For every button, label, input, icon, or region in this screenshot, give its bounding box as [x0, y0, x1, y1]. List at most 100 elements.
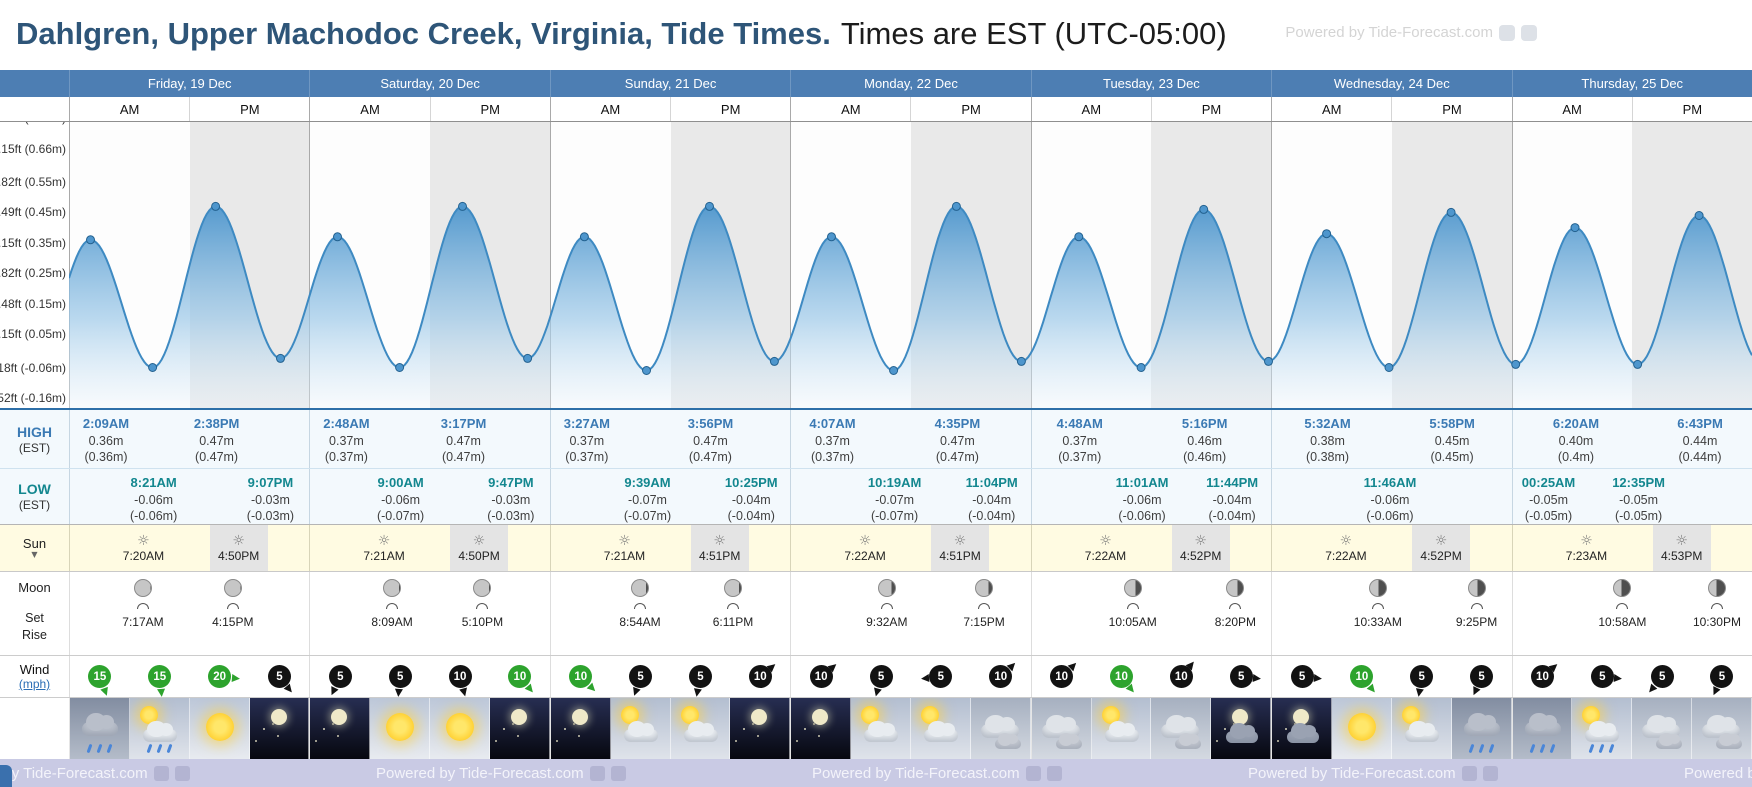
- footer-powered-by-text: Powered by Tide-Forecast.com: [1248, 764, 1456, 782]
- tide-height-paren: (-0.07m): [870, 509, 919, 524]
- high-row-label: HIGH (EST): [0, 410, 69, 468]
- wind-badge: 10: [1109, 665, 1138, 695]
- wind-speed: 5: [276, 670, 283, 683]
- social-icon[interactable]: [610, 765, 626, 781]
- wind-badge: 5: [1410, 665, 1434, 697]
- powered-by-link[interactable]: Powered by Tide-Forecast.com: [1285, 24, 1537, 41]
- social-icon[interactable]: [1046, 765, 1062, 781]
- cloud-icon: [864, 720, 899, 742]
- low-tide-event: 10:25PM -0.04m (-0.04m): [725, 475, 778, 524]
- moon-set-cell: 8:09AM: [360, 579, 424, 629]
- y-axis-label: 2.48ft (0.76m): [0, 122, 66, 125]
- sunset-icon: ☼: [232, 532, 245, 549]
- sunset-cell: ☼ 4:51PM: [690, 525, 749, 571]
- scroll-button[interactable]: [0, 765, 12, 787]
- social-icon[interactable]: [589, 765, 605, 781]
- wind-badge: 10: [1350, 665, 1378, 695]
- social-icon[interactable]: [1461, 765, 1477, 781]
- mph-unit-link[interactable]: (mph): [18, 677, 51, 691]
- cloud-icon: [1656, 732, 1683, 749]
- social-icon[interactable]: [1482, 765, 1498, 781]
- wind-badge: 5: [1469, 665, 1494, 697]
- moonrise-icon: [1229, 603, 1242, 609]
- y-axis-label: 1.49ft (0.45m): [0, 205, 66, 220]
- high-tide-time: 6:43PM: [1677, 416, 1723, 431]
- am-label: AM: [1321, 101, 1342, 117]
- sunset-time: 4:50PM: [458, 548, 500, 563]
- low-tide-event: 00:25AM -0.05m (-0.05m): [1522, 475, 1575, 524]
- day-header-label: Sunday, 21 Dec: [624, 76, 717, 91]
- weather-icon-night: [730, 698, 791, 759]
- wind-speed: 10: [574, 670, 588, 683]
- wind-badge: 5: [1646, 665, 1674, 695]
- sun-icon: [139, 706, 158, 724]
- header-corner-cell: [0, 70, 69, 97]
- footer-watermark-bar: Powered by Tide-Forecast.com Powered by T…: [0, 759, 1752, 787]
- moon-icon: [1232, 709, 1249, 725]
- high-tide-event: 4:35PM 0.47m (0.47m): [935, 416, 981, 465]
- footer-powered-by-link[interactable]: Powered by Tide-Forecast.com: [376, 759, 626, 787]
- ampm-cell: AM PM: [309, 97, 549, 121]
- sunrise-time: 7:22AM: [1325, 548, 1367, 563]
- tide-line: [69, 205, 1752, 372]
- chevron-down-icon[interactable]: ▼: [31, 550, 38, 560]
- wind-badge: 15: [148, 665, 172, 697]
- social-icon[interactable]: [1025, 765, 1041, 781]
- sun-icon: [446, 713, 475, 741]
- footer-powered-by-link[interactable]: Powered by Tide-Forecast.com: [1248, 759, 1498, 787]
- low-tide-dot: [523, 353, 533, 363]
- tide-height-paren: (-0.06m): [1366, 509, 1414, 524]
- moonrise-icon: [1470, 603, 1483, 609]
- social-icon[interactable]: [1521, 24, 1537, 41]
- sunrise-time: 7:22AM: [1084, 548, 1127, 563]
- sunrise-time: 7:23AM: [1565, 548, 1608, 563]
- footer-powered-by-text: Powered by Tide-Forecast.com: [376, 764, 584, 782]
- moonset-icon: [1371, 603, 1384, 609]
- tide-height: -0.07m: [628, 492, 667, 507]
- weather-day-cell: [1271, 698, 1512, 759]
- moonset-icon: [1126, 603, 1139, 609]
- sunrise-cell: ☼ 7:21AM: [595, 525, 653, 571]
- footer-powered-by-link[interactable]: Powered by Tide-Forecast.com: [0, 759, 190, 787]
- social-icon[interactable]: [153, 765, 169, 781]
- low-tide-time: 11:01AM: [1115, 475, 1169, 490]
- stars: [1285, 728, 1288, 730]
- low-tide-dot: [642, 366, 651, 375]
- wind-speed: 15: [153, 670, 167, 683]
- tide-height: -0.06m: [1122, 492, 1162, 507]
- wind-badge: 10: [748, 660, 779, 688]
- weather-row-label: [0, 698, 69, 759]
- pm-label: PM: [670, 97, 790, 121]
- page-header: Dahlgren, Upper Machodoc Creek, Virginia…: [0, 0, 1752, 70]
- wind-speed: 5: [937, 670, 945, 683]
- wind-speed: 15: [93, 670, 107, 683]
- tide-height: 0.47m: [940, 433, 975, 448]
- low-tide-dot: [395, 363, 405, 372]
- high-tide-event: 2:48AM 0.37m (0.37m): [323, 416, 369, 465]
- high-tide-time: 5:32AM: [1304, 416, 1351, 431]
- sunrise-time: 7:22AM: [844, 548, 886, 563]
- moon-phase-icon: [877, 579, 896, 597]
- moonset-icon: [136, 603, 149, 609]
- moon-set-time: 9:32AM: [866, 615, 908, 629]
- low-tide-dot: [889, 366, 899, 375]
- sun-row-label: Sun ▼: [0, 525, 69, 571]
- high-tide-time: 4:48AM: [1056, 416, 1103, 431]
- low-tide-time: 9:47PM: [488, 475, 534, 490]
- wind-direction-arrow: [1549, 660, 1561, 672]
- wind-direction-arrow: [100, 686, 111, 697]
- moon-rise-time: 6:11PM: [712, 615, 754, 629]
- wind-badge: 5: [629, 665, 653, 697]
- wind-day-cell: 10 5 5 5: [1511, 656, 1752, 697]
- moon-rise-cell: 8:20PM: [1203, 579, 1267, 629]
- sunset-time: 4:52PM: [1179, 548, 1222, 563]
- moon-set-time: 10:33AM: [1353, 615, 1402, 629]
- high-tide-time: 2:09AM: [82, 416, 130, 431]
- social-icon[interactable]: [174, 765, 190, 781]
- ampm-cell: AM PM: [1030, 97, 1271, 121]
- footer-powered-by-link[interactable]: Powered by Tide-Forecast.com: [812, 759, 1062, 787]
- social-icon[interactable]: [1499, 24, 1515, 41]
- wind-badge: 5: [1590, 665, 1623, 688]
- high-tide-time: 2:48AM: [323, 416, 370, 431]
- footer-powered-by-link[interactable]: Powered by Tide-Forecast.com: [1684, 759, 1752, 787]
